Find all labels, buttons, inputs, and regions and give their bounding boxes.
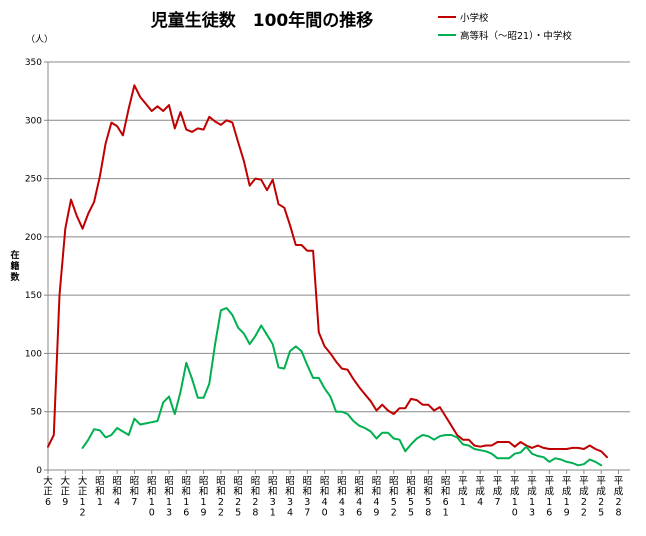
x-category-label: 大正 6 (43, 475, 53, 508)
x-category-label: 昭和 4 3 (337, 476, 347, 519)
x-category-label: 昭和 5 2 (389, 476, 399, 519)
y-tick-label: 300 (25, 116, 42, 126)
y-tick-label: 50 (31, 408, 43, 418)
x-category-label: 昭和 5 5 (406, 476, 416, 519)
x-category-label: 昭和 6 1 (441, 476, 451, 519)
grid-lines (48, 61, 630, 413)
x-category-label: 大正 1 2 (78, 475, 88, 519)
x-category-label: 昭和 5 8 (424, 476, 434, 519)
series-line-1 (81, 307, 603, 467)
x-category-label: 平成 4 (475, 476, 485, 508)
x-category-label: 昭和 3 1 (268, 476, 278, 519)
y-tick-label: 0 (36, 466, 42, 476)
legend-label-elementary: 小学校 (460, 12, 489, 24)
x-category-label: 平成 1 0 (510, 476, 520, 519)
x-category-label: 昭和 1 9 (199, 476, 209, 519)
x-category-label: 昭和 7 (130, 476, 140, 508)
x-category-label: 平成 7 (493, 476, 503, 508)
x-category-label: 昭和 2 8 (251, 476, 261, 519)
y-tick-label: 150 (25, 291, 42, 301)
y-axis-title-char: 在 (10, 249, 19, 261)
series-line-0 (47, 84, 608, 459)
x-category-label: 昭和 4 9 (372, 476, 382, 519)
x-axis-category-labels: 大正 6 大正 9 大正 1 2 昭和 1 昭和 4 昭和 7 昭和 1 0 昭和 1 3 昭和 1 6 昭和 1 9 昭和 2 2 昭… (43, 470, 624, 519)
legend-label-secondary: 高等科（～昭21）・中学校 (460, 30, 572, 42)
x-category-label: 平成 2 5 (596, 476, 606, 519)
y-tick-label: 200 (25, 233, 42, 243)
x-category-label: 昭和 1 (95, 476, 105, 508)
x-category-label: 昭和 2 2 (216, 476, 226, 519)
x-category-label: 昭和 1 6 (182, 476, 192, 519)
x-category-label: 昭和 4 0 (320, 476, 330, 519)
x-category-label: 昭和 4 6 (354, 476, 364, 519)
y-axis-title-char: 数 (10, 271, 20, 283)
y-axis-title: 在籍数 (9, 249, 20, 283)
y-tick-label: 350 (25, 58, 42, 68)
x-category-label: 昭和 2 5 (233, 476, 243, 519)
y-tick-label: 250 (25, 175, 42, 185)
x-category-label: 昭和 1 3 (164, 476, 174, 519)
x-category-label: 昭和 3 4 (285, 476, 295, 519)
x-category-label: 大正 9 (61, 475, 71, 508)
series-layer (47, 84, 608, 467)
x-category-label: 昭和 1 0 (147, 476, 157, 519)
x-category-label: 昭和 4 (112, 476, 122, 508)
x-category-label: 平成 2 8 (614, 476, 624, 519)
x-category-label: 平成 1 3 (527, 476, 537, 519)
chart-title: 児童生徒数 100年間の推移 (150, 10, 374, 31)
y-axis-ticks: 0 50 100 150 200 250 300 350 (25, 58, 48, 476)
x-category-label: 平成 2 2 (579, 476, 589, 519)
x-category-label: 昭和 3 7 (303, 476, 313, 519)
y-axis-title-char: 籍 (9, 260, 19, 272)
y-unit-label: （人） (26, 34, 53, 45)
x-category-label: 平成 1 6 (545, 476, 555, 519)
x-category-label: 平成 1 (458, 476, 468, 508)
x-category-label: 平成 1 9 (562, 476, 572, 519)
y-tick-label: 100 (25, 349, 42, 359)
legend: 小学校 高等科（～昭21）・中学校 (438, 12, 572, 42)
